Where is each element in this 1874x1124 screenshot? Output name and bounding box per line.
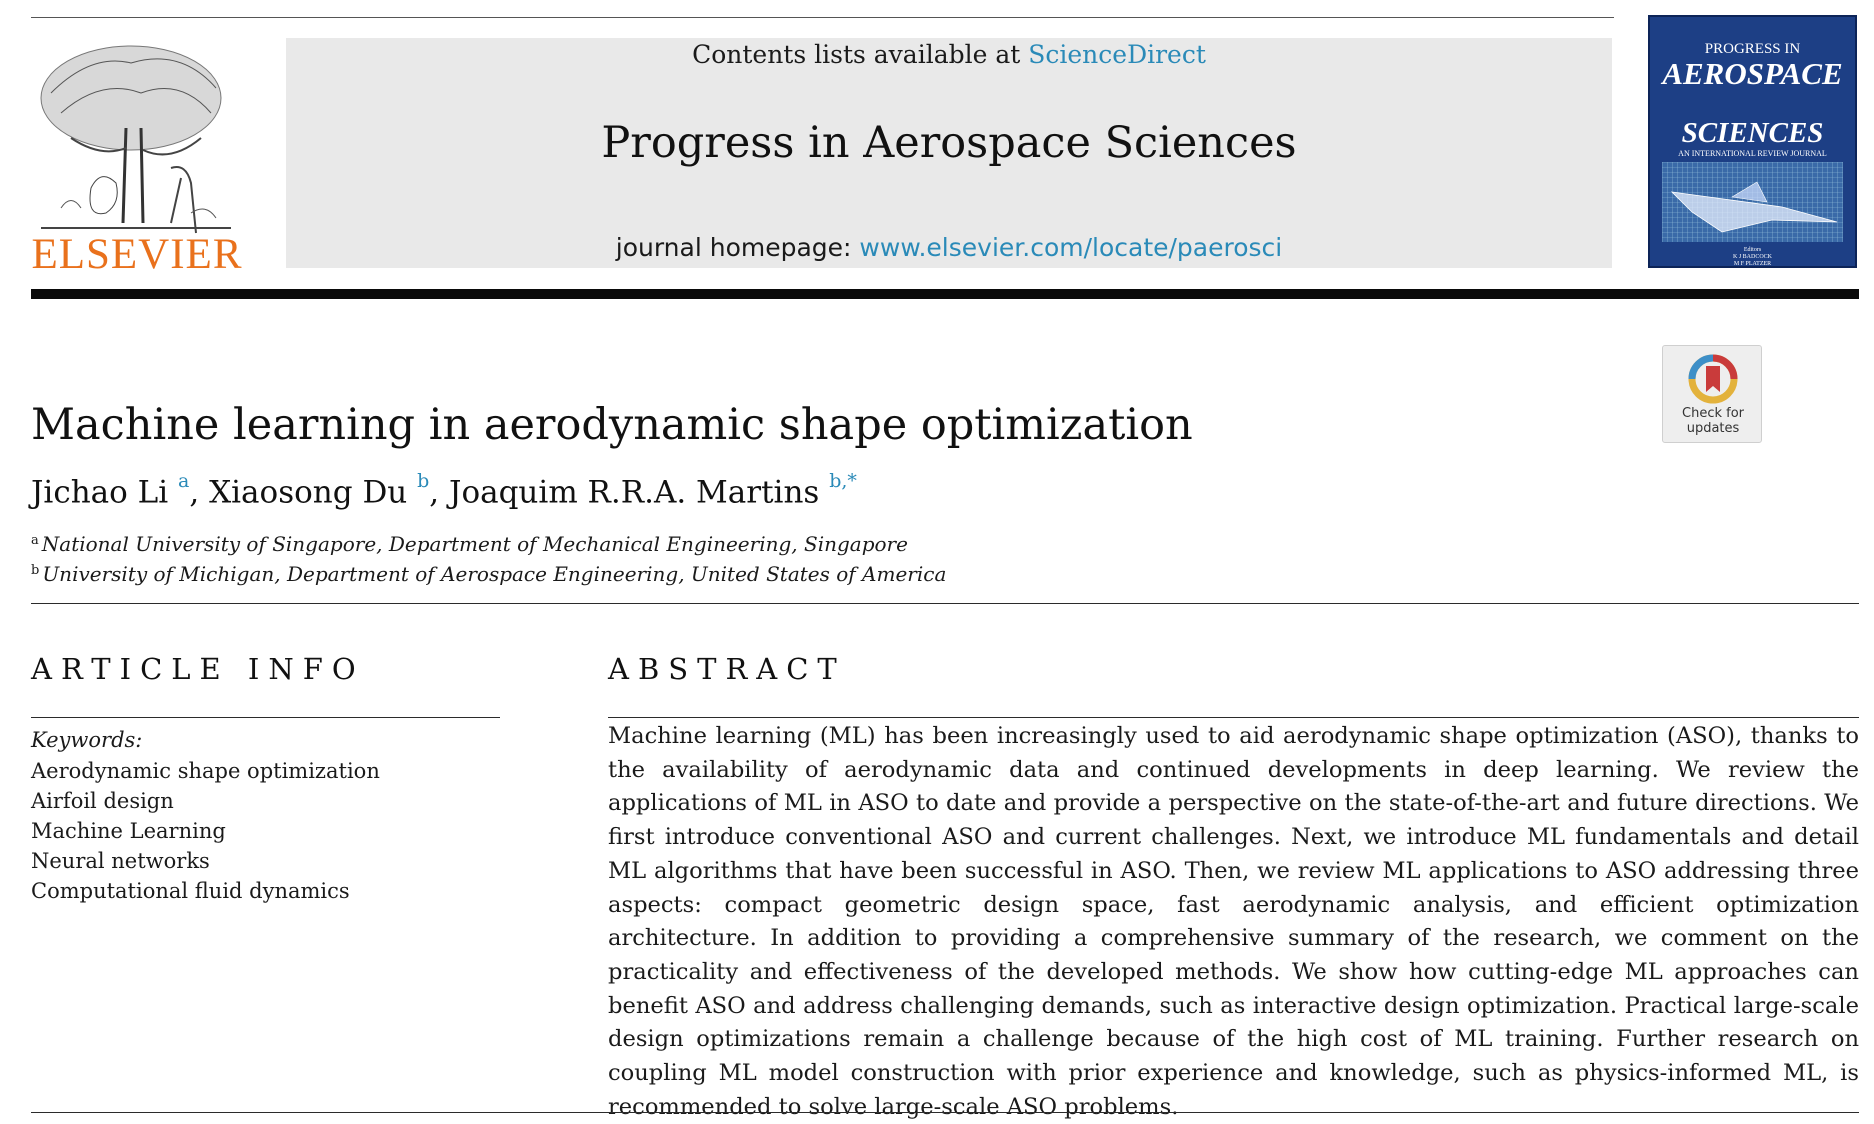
check-updates-line2: updates — [1686, 421, 1740, 436]
section-rule — [31, 603, 1859, 604]
check-updates-text: Check for updates — [1663, 406, 1763, 436]
cover-title-line2: AEROSPACE — [1662, 56, 1843, 91]
affiliation-text: National University of Singapore, Depart… — [41, 532, 908, 556]
author-name[interactable]: Jichao Li — [31, 474, 169, 511]
check-updates-line1: Check for — [1682, 406, 1744, 421]
cover-editors-label: Editors — [1743, 247, 1762, 253]
header-top-rule — [31, 17, 1614, 18]
check-updates-icon — [1688, 354, 1738, 404]
abstract-heading: ABSTRACT — [608, 652, 846, 686]
keywords-list: Aerodynamic shape optimization Airfoil d… — [31, 756, 380, 906]
cover-editors: Editors K J BADCOCK M F PLATZER — [1650, 247, 1855, 267]
homepage-prefix: journal homepage: — [615, 233, 860, 262]
keyword-item: Machine Learning — [31, 819, 226, 843]
affiliation-a: a National University of Singapore, Depar… — [31, 532, 908, 556]
author-separator: , — [429, 474, 450, 511]
abstract-text: Machine learning (ML) has been increasin… — [608, 723, 1859, 1120]
check-for-updates-button[interactable]: Check for updates — [1662, 345, 1762, 443]
author-name[interactable]: Joaquim R.R.A. Martins — [449, 474, 820, 511]
affiliation-text: University of Michigan, Department of Ae… — [42, 562, 947, 586]
article-info-rule — [31, 717, 500, 718]
article-title: Machine learning in aerodynamic shape op… — [31, 400, 1193, 450]
journal-homepage-link[interactable]: www.elsevier.com/locate/paerosci — [859, 233, 1283, 262]
author-name[interactable]: Xiaosong Du — [209, 474, 408, 511]
bottom-rule — [31, 1112, 1859, 1113]
journal-homepage-line: journal homepage: www.elsevier.com/locat… — [286, 233, 1612, 262]
elsevier-wordmark: ELSEVIER — [31, 231, 243, 278]
journal-banner — [286, 38, 1612, 268]
author-affiliation-marker[interactable]: b,* — [829, 470, 857, 492]
cover-editor-2: M F PLATZER — [1733, 261, 1772, 267]
contents-prefix: Contents lists available at — [692, 40, 1029, 69]
author-list: Jichao Li a, Xiaosong Du b, Joaquim R.R.… — [31, 470, 857, 511]
keywords-label: Keywords: — [31, 728, 143, 752]
keyword-item: Airfoil design — [31, 789, 174, 813]
author-separator: , — [189, 474, 210, 511]
elsevier-tree-logo — [40, 45, 231, 234]
journal-cover[interactable]: PROGRESS IN AEROSPACE SCIENCES AN INTERN… — [1648, 15, 1857, 268]
article-info-heading: ARTICLE INFO — [31, 652, 365, 686]
author-affiliation-marker[interactable]: b — [417, 470, 430, 492]
abstract-rule — [608, 717, 1859, 718]
author-affiliation-marker[interactable]: a — [178, 470, 190, 492]
cover-title-line3: SCIENCES — [1681, 117, 1824, 149]
journal-title: Progress in Aerospace Sciences — [601, 118, 1297, 168]
keyword-item: Aerodynamic shape optimization — [31, 759, 380, 783]
contents-line: Contents lists available at ScienceDirec… — [286, 40, 1612, 69]
cover-aircraft-mesh-image — [1662, 162, 1843, 242]
affiliation-mark: b — [31, 563, 40, 578]
keyword-item: Computational fluid dynamics — [31, 879, 350, 903]
affiliation-mark: a — [31, 533, 39, 548]
keyword-item: Neural networks — [31, 849, 210, 873]
affiliation-b: b University of Michigan, Department of A… — [31, 562, 946, 586]
header-thick-rule — [31, 289, 1859, 299]
sciencedirect-link[interactable]: ScienceDirect — [1028, 40, 1206, 69]
cover-editor-1: K J BADCOCK — [1732, 254, 1772, 260]
cover-subtitle: AN INTERNATIONAL REVIEW JOURNAL — [1678, 149, 1827, 158]
cover-title-line1: PROGRESS IN — [1704, 41, 1801, 57]
